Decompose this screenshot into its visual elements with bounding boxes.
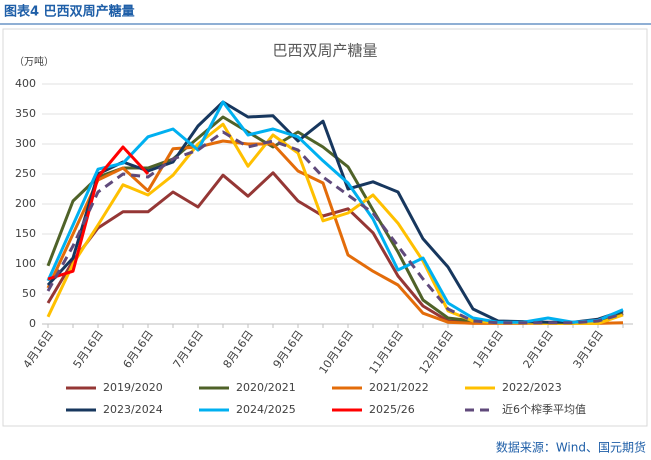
x-tick-label: 7月16日 (171, 328, 206, 371)
chart-frame (2, 28, 648, 427)
legend-label: 2023/2024 (103, 403, 163, 416)
header-title: 图表4 巴西双周产糖量 (4, 4, 135, 20)
x-tick-label: 4月16日 (21, 328, 56, 371)
y-tick-label: 50 (22, 287, 36, 300)
series-line (46, 171, 624, 325)
x-tick-label: 10月16日 (317, 328, 356, 376)
y-tick-label: 350 (15, 107, 36, 120)
x-tick-label: 5月16日 (71, 328, 106, 371)
x-tick-label: 3月16日 (571, 328, 606, 371)
y-tick-label: 150 (15, 227, 36, 240)
x-tick-label: 2月16日 (521, 328, 556, 371)
x-tick-label: 6月16日 (121, 328, 156, 371)
x-tick-label: 1月16日 (471, 328, 506, 371)
source: 数据来源：Wind、国元期货 (496, 440, 646, 455)
y-tick-label: 0 (29, 317, 36, 330)
y-tick-label: 400 (15, 77, 36, 90)
y-tick-label: 200 (15, 197, 36, 210)
legend-label: 2021/2022 (369, 381, 429, 394)
chart-title: 巴西双周产糖量 (272, 42, 377, 60)
x-tick-label: 12月16日 (417, 328, 456, 376)
legend-label: 2020/2021 (236, 381, 296, 394)
series-line (47, 145, 150, 281)
series-line (46, 130, 624, 325)
y-unit: （万吨） (14, 55, 54, 68)
legend-label: 2019/2020 (103, 381, 163, 394)
y-tick-label: 300 (15, 137, 36, 150)
legend-label: 2024/2025 (236, 403, 296, 416)
y-tick-label: 100 (15, 257, 36, 270)
x-tick-label: 11月16日 (367, 328, 406, 376)
y-tick-label: 250 (15, 167, 36, 180)
legend-label: 近6个榨季平均值 (502, 402, 586, 416)
legend-label: 2025/26 (369, 403, 415, 416)
x-tick-label: 8月16日 (221, 328, 256, 371)
x-tick-label: 9月16日 (271, 328, 306, 371)
legend-label: 2022/2023 (502, 381, 562, 394)
